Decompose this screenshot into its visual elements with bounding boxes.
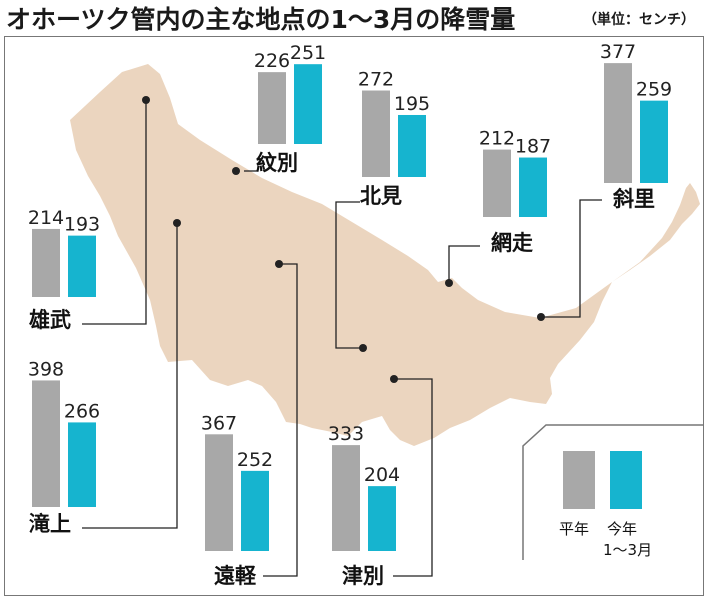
legend-frame (522, 424, 704, 560)
location-dot-7 (390, 375, 398, 383)
legend-swatch-heinen (563, 451, 595, 509)
leader-line-7 (393, 378, 433, 577)
leader-line-1 (335, 201, 363, 349)
chart-frame (4, 36, 704, 596)
location-dot-6 (275, 260, 283, 268)
bar-kotoshi-1 (398, 114, 426, 177)
legend-label-heinen: 平年 (559, 520, 589, 538)
location-dot-1 (359, 344, 367, 352)
city-label-1: 北見 (360, 184, 402, 208)
city-label-4: 雄武 (28, 308, 71, 332)
leader-line-6 (263, 263, 298, 577)
legend-label-kotoshi-period: 1～3月 (603, 541, 652, 559)
city-label-2: 網走 (491, 231, 533, 255)
leader-line-3 (541, 199, 602, 318)
value-label-kotoshi-6: 252 (237, 449, 273, 471)
bar-kotoshi-2 (519, 157, 547, 217)
location-dot-2 (445, 279, 453, 287)
leader-line-5 (82, 223, 178, 529)
value-label-kotoshi-0: 251 (290, 42, 326, 64)
leader-line-2 (448, 245, 480, 283)
leader-line-4 (82, 100, 147, 325)
bar-kotoshi-3 (640, 100, 668, 183)
value-label-heinen-0: 226 (254, 50, 290, 72)
bar-heinen-4 (32, 228, 60, 297)
location-markers (142, 96, 545, 383)
location-dot-4 (142, 96, 150, 104)
city-label-5: 滝上 (29, 512, 71, 536)
value-label-heinen-7: 333 (328, 423, 364, 445)
bar-kotoshi-5 (68, 422, 96, 507)
value-label-kotoshi-2: 187 (515, 136, 551, 158)
value-label-heinen-4: 214 (28, 207, 64, 229)
bar-heinen-7 (332, 445, 360, 551)
value-label-heinen-3: 377 (600, 41, 636, 63)
bar-heinen-5 (32, 380, 60, 507)
leader-lines (82, 100, 602, 577)
value-label-kotoshi-3: 259 (636, 79, 672, 101)
value-label-heinen-1: 272 (358, 69, 394, 91)
value-label-heinen-5: 398 (28, 358, 64, 380)
bar-kotoshi-7 (368, 486, 396, 551)
bar-kotoshi-0 (294, 64, 322, 144)
bar-heinen-6 (205, 434, 233, 551)
value-label-kotoshi-7: 204 (364, 464, 400, 486)
city-label-3: 斜里 (612, 187, 655, 211)
city-label-6: 遠軽 (214, 564, 257, 588)
bar-heinen-1 (362, 90, 390, 177)
location-dot-5 (173, 219, 181, 227)
value-label-kotoshi-5: 266 (64, 400, 100, 422)
chart-title: オホーツク管内の主な地点の1～3月の降雪量 (6, 5, 516, 34)
value-label-kotoshi-1: 195 (394, 93, 430, 115)
bar-kotoshi-6 (241, 470, 269, 551)
value-label-heinen-2: 212 (479, 128, 515, 150)
bar-heinen-3 (604, 63, 632, 183)
legend: 平年 今年 1～3月 (522, 424, 704, 560)
bar-heinen-2 (483, 149, 511, 217)
bar-groups (32, 63, 668, 551)
location-dot-0 (232, 167, 240, 175)
value-label-heinen-6: 367 (201, 412, 237, 434)
bar-heinen-0 (258, 72, 286, 144)
location-dot-3 (537, 313, 545, 321)
okhotsk-land-shape (70, 64, 700, 446)
value-label-kotoshi-4: 193 (64, 214, 100, 236)
city-label-7: 津別 (342, 564, 384, 588)
legend-label-kotoshi: 今年 (607, 520, 637, 538)
city-label-0: 紋別 (256, 151, 298, 175)
legend-swatch-kotoshi (610, 451, 642, 509)
unit-label: （単位：センチ） (583, 12, 695, 28)
bar-kotoshi-4 (68, 235, 96, 297)
